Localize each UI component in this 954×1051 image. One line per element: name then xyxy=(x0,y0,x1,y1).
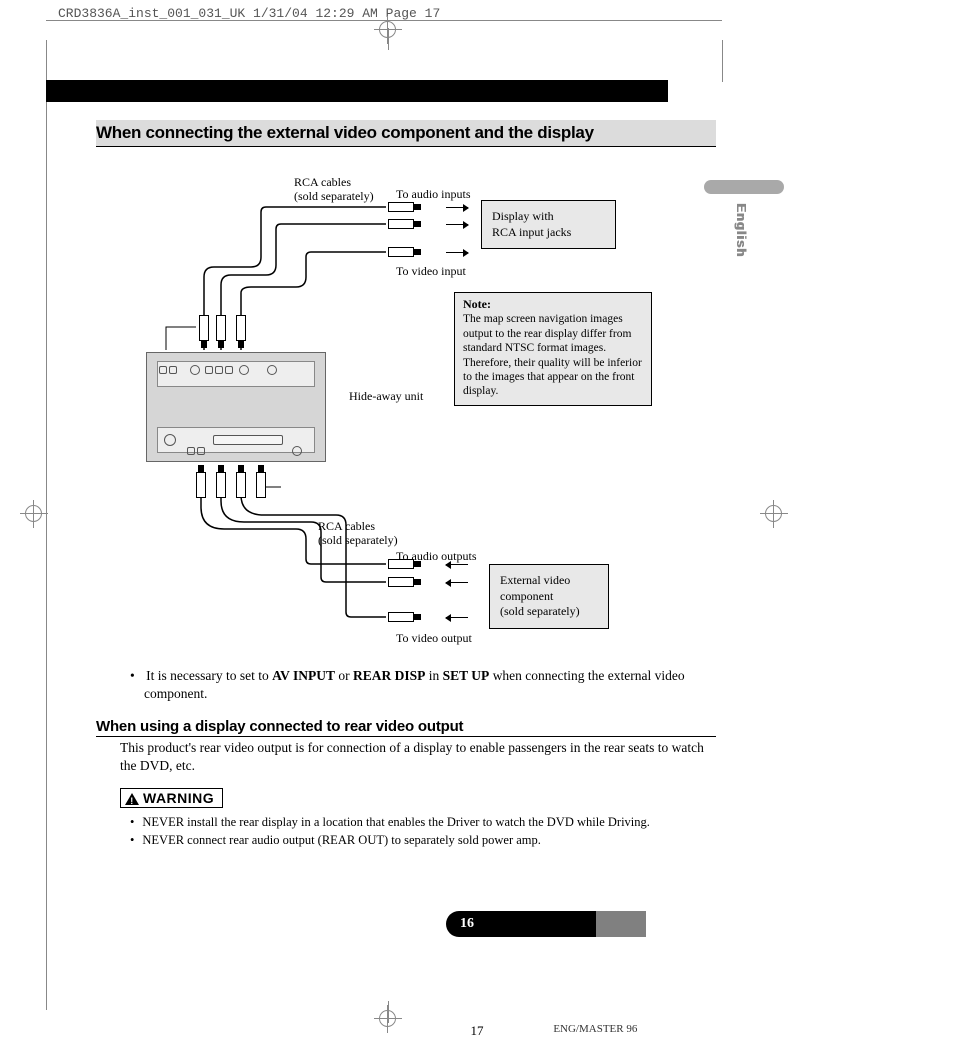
subsection-title: When using a display connected to rear v… xyxy=(96,718,716,737)
page-tab: 16 xyxy=(446,911,596,937)
warning-text: WARNING xyxy=(143,790,214,806)
connection-diagram: RCA cables (sold separately) To audio in… xyxy=(96,157,666,667)
setup-note-list: It is necessary to set to AV INPUT or RE… xyxy=(96,667,716,702)
warning-icon: ! xyxy=(125,793,139,805)
text: External video xyxy=(500,573,570,587)
rca-plug-icon xyxy=(388,219,414,229)
subsection-body: This product's rear video output is for … xyxy=(96,739,716,774)
registration-mark xyxy=(20,500,48,528)
header-bar xyxy=(46,80,668,102)
rca-plug-icon xyxy=(199,315,209,341)
rca-plug-icon xyxy=(196,472,206,498)
arrow-icon xyxy=(446,207,468,208)
text: SET UP xyxy=(443,668,490,683)
svg-text:!: ! xyxy=(130,796,134,805)
text: in xyxy=(425,668,442,683)
page-content: When connecting the external video compo… xyxy=(96,120,716,941)
registration-mark xyxy=(760,500,788,528)
language-tab xyxy=(704,180,784,194)
text: component xyxy=(500,589,553,603)
arrow-icon xyxy=(446,252,468,253)
page-footer: 17 ENG/MASTER 96 xyxy=(0,1023,954,1039)
rca-plug-icon xyxy=(388,559,414,569)
rca-plug-icon xyxy=(388,612,414,622)
crop-mark xyxy=(388,1001,389,1023)
text: RCA cables xyxy=(318,519,375,533)
footer-page-number: 17 xyxy=(471,1023,484,1038)
rca-plug-icon xyxy=(216,315,226,341)
arrow-icon xyxy=(446,617,468,618)
list-item: NEVER connect rear audio output (REAR OU… xyxy=(130,832,716,848)
rca-plug-icon xyxy=(236,315,246,341)
list-item: NEVER install the rear display in a loca… xyxy=(130,814,716,830)
rca-bot-label: RCA cables (sold separately) xyxy=(318,519,398,548)
warning-label-box: ! WARNING xyxy=(120,788,223,808)
text: (sold separately) xyxy=(318,533,398,547)
section-title: When connecting the external video compo… xyxy=(96,120,716,147)
language-label: English xyxy=(734,203,749,257)
crop-mark xyxy=(722,40,723,82)
rca-plug-icon xyxy=(256,472,266,498)
text: or xyxy=(335,668,353,683)
to-video-output-label: To video output xyxy=(396,631,472,645)
text: AV INPUT xyxy=(272,668,335,683)
arrow-icon xyxy=(446,224,468,225)
rca-plug-icon xyxy=(388,202,414,212)
rca-plug-icon xyxy=(388,577,414,587)
arrow-icon xyxy=(446,564,468,565)
text: It is necessary to set to xyxy=(146,668,272,683)
warning-list: NEVER install the rear display in a loca… xyxy=(96,814,716,849)
external-video-box: External video component (sold separatel… xyxy=(489,564,609,629)
page-tab-number: 16 xyxy=(460,916,474,931)
registration-mark xyxy=(374,16,402,44)
rca-plug-icon xyxy=(236,472,246,498)
text: (sold separately) xyxy=(500,604,580,618)
text: REAR DISP xyxy=(353,668,425,683)
rca-plug-icon xyxy=(388,247,414,257)
arrow-icon xyxy=(446,582,468,583)
rca-plug-icon xyxy=(216,472,226,498)
footer-master: ENG/MASTER 96 xyxy=(553,1023,637,1035)
list-item: It is necessary to set to AV INPUT or RE… xyxy=(130,667,716,702)
